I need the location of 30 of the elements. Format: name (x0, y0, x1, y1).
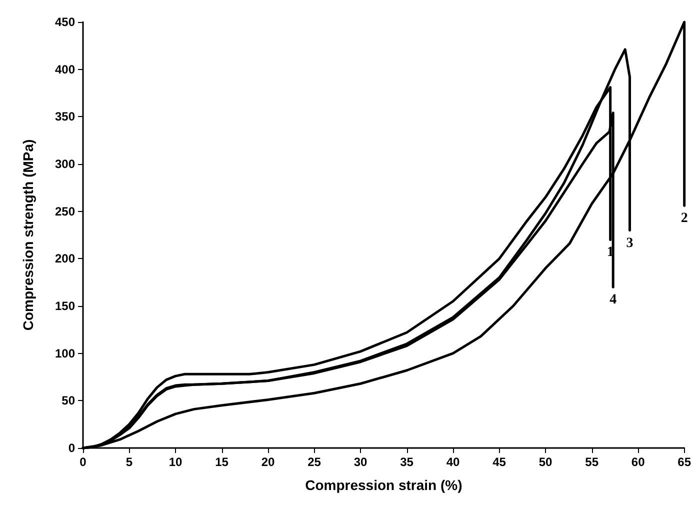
x-tick-label: 30 (354, 455, 368, 469)
x-tick-label: 15 (215, 455, 229, 469)
y-tick-label: 300 (54, 157, 76, 171)
x-tick-label: 10 (168, 455, 183, 469)
series-label: 3 (626, 236, 634, 251)
y-tick-label: 450 (54, 15, 76, 29)
y-tick-label: 150 (54, 299, 76, 313)
x-tick-label: 60 (631, 455, 646, 469)
x-tick-label: 20 (261, 455, 276, 469)
series-label: 2 (680, 211, 688, 226)
y-tick-label: 250 (54, 204, 76, 218)
x-tick-label: 40 (446, 455, 460, 469)
series-label: 1 (606, 245, 614, 260)
x-tick-label: 45 (492, 455, 506, 469)
y-tick-label: 400 (54, 62, 76, 76)
x-axis-title: Compression strain (%) (305, 477, 462, 493)
x-tick-label: 35 (400, 455, 414, 469)
x-tick-label: 55 (585, 455, 599, 469)
x-tick-label: 65 (678, 455, 692, 469)
series-label: 4 (610, 292, 617, 308)
x-tick-label: 50 (538, 455, 553, 469)
y-axis-title: Compression strength (MPa) (20, 139, 36, 331)
x-tick-label: 25 (308, 455, 322, 469)
y-tick-label: 50 (62, 394, 76, 408)
x-tick-label: 0 (80, 455, 87, 469)
x-tick-label: 5 (126, 455, 133, 469)
y-tick-label: 100 (54, 346, 76, 360)
y-tick-label: 0 (68, 441, 76, 455)
y-tick-label: 200 (54, 252, 76, 266)
y-tick-label: 350 (54, 110, 76, 124)
